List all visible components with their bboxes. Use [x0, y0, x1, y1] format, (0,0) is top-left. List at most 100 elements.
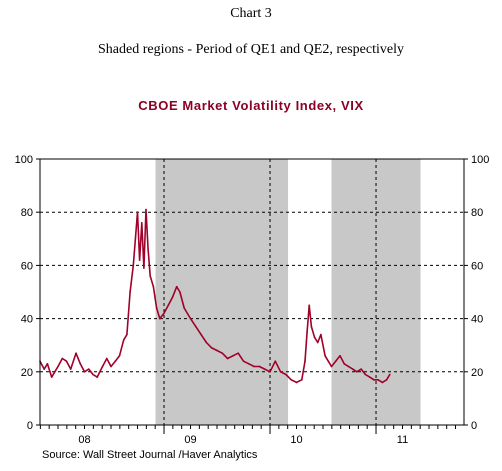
data-point	[155, 307, 158, 309]
data-point	[136, 211, 139, 213]
shaded-regions	[155, 159, 421, 425]
tick-labels: 0 0 20 20 40 40 60 60 80 80 100 100 08 09 10 11	[15, 154, 490, 446]
data-point	[65, 360, 68, 362]
data-point	[242, 360, 245, 362]
data-point	[129, 291, 131, 293]
y-tick-label-right: 80	[471, 207, 483, 219]
data-point	[50, 376, 53, 378]
y-tick-label-right: 40	[471, 314, 483, 326]
data-point	[310, 325, 313, 328]
data-point	[143, 267, 145, 269]
data-point	[269, 371, 271, 373]
x-tick-label: 08	[78, 434, 90, 446]
data-point	[126, 333, 128, 336]
data-point	[145, 208, 147, 211]
data-point	[105, 357, 108, 360]
data-point	[183, 307, 185, 309]
y-tick-label-left: 80	[21, 207, 33, 219]
grid-lines	[40, 159, 464, 425]
data-point	[118, 355, 121, 357]
data-point	[381, 381, 384, 384]
data-point	[226, 357, 229, 360]
data-point	[175, 285, 178, 288]
source-note: Source: Wall Street Journal /Haver Analy…	[42, 449, 258, 461]
y-tick-label-right: 60	[471, 260, 483, 272]
data-point	[54, 371, 56, 373]
x-tick-label: 11	[397, 434, 408, 446]
data-point	[301, 378, 303, 381]
data-point	[237, 352, 240, 354]
x-tick-label: 09	[184, 434, 196, 446]
data-point	[179, 291, 181, 293]
data-point	[83, 371, 86, 373]
data-point	[313, 336, 316, 339]
chart-title: CBOE Market Volatility Index, VIX	[138, 98, 364, 113]
data-point	[163, 312, 165, 315]
data-point	[61, 357, 64, 360]
data-point	[339, 355, 341, 357]
y-tick-label-left: 20	[21, 367, 33, 379]
data-point	[347, 365, 350, 368]
data-point	[351, 368, 354, 370]
data-point	[373, 378, 375, 381]
data-point	[69, 368, 72, 370]
data-point	[324, 355, 326, 357]
data-point	[210, 347, 213, 349]
qe-shaded-region-1	[155, 159, 289, 425]
data-point	[364, 373, 367, 376]
chart-label: Chart 3	[230, 6, 272, 21]
data-point	[110, 365, 112, 368]
chart-subtitle: Shaded regions - Period of QE1 and QE2, …	[98, 42, 404, 57]
y-tick-label-left: 0	[27, 420, 33, 432]
data-point	[46, 363, 49, 365]
data-point	[134, 238, 137, 240]
data-point	[147, 248, 149, 251]
data-point	[101, 365, 104, 368]
data-point	[263, 368, 266, 370]
data-point	[195, 325, 197, 328]
y-tick-label-left: 40	[21, 314, 33, 326]
data-point	[149, 275, 152, 277]
axes	[36, 158, 468, 434]
data-point	[189, 317, 192, 320]
data-point	[232, 355, 234, 357]
y-tick-label-right: 100	[471, 154, 489, 166]
data-point	[43, 368, 46, 370]
data-point	[356, 371, 358, 373]
data-point	[258, 365, 261, 368]
data-point	[79, 363, 82, 365]
y-tick-label-left: 100	[15, 154, 33, 166]
data-point	[306, 331, 308, 333]
data-point	[389, 373, 391, 376]
data-point	[274, 360, 277, 362]
data-point	[320, 333, 322, 336]
data-point	[158, 317, 161, 320]
data-point	[140, 222, 143, 224]
data-point	[290, 378, 293, 381]
data-point	[279, 371, 282, 373]
data-point	[57, 365, 59, 368]
data-point	[316, 341, 319, 344]
data-point	[334, 360, 337, 362]
data-point	[295, 381, 298, 384]
data-point	[360, 368, 362, 370]
data-point	[75, 352, 77, 354]
data-point	[152, 285, 155, 288]
data-point	[171, 296, 174, 299]
data-point	[167, 304, 170, 307]
data-point	[96, 376, 99, 378]
data-point	[368, 376, 371, 378]
data-point	[330, 365, 333, 368]
data-point	[138, 259, 141, 261]
y-tick-label-left: 60	[21, 260, 33, 272]
y-tick-label-right: 20	[471, 367, 483, 379]
data-point	[205, 341, 208, 344]
data-point	[221, 352, 224, 354]
data-point	[327, 360, 330, 362]
data-point	[216, 349, 218, 352]
data-point	[132, 264, 135, 267]
data-point	[200, 333, 202, 336]
data-point	[87, 368, 90, 370]
data-point	[122, 339, 125, 341]
